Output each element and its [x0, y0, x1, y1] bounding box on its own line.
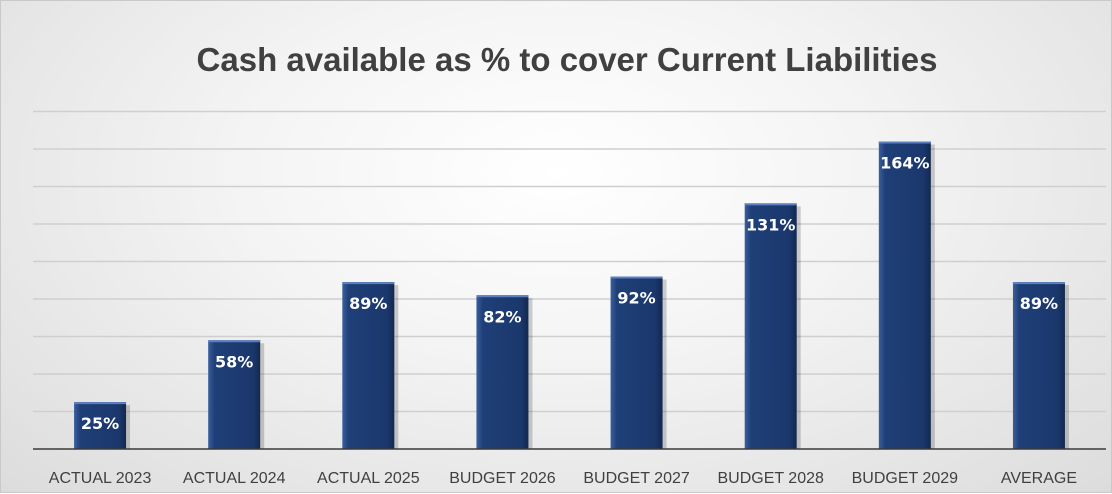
category-labels: ACTUAL 2023 ACTUAL 2024 ACTUAL 2025 BUDGET … — [49, 470, 1077, 487]
category-label: BUDGET 2026 — [449, 470, 556, 487]
bar — [342, 282, 395, 449]
bar — [610, 276, 663, 449]
bar — [1012, 282, 1065, 449]
data-label: 25% — [81, 414, 119, 433]
bar — [878, 141, 931, 449]
category-label: ACTUAL 2024 — [183, 470, 286, 487]
category-label: AVERAGE — [1001, 470, 1077, 487]
data-labels: 25% 58% 89% 82% 92% 131% 164% 89% — [81, 154, 1058, 434]
category-label: ACTUAL 2023 — [49, 470, 152, 487]
gridlines — [33, 110, 1106, 413]
data-label: 92% — [617, 289, 655, 308]
bar-top-highlight — [476, 295, 529, 298]
data-label: 131% — [746, 215, 795, 234]
bars — [74, 141, 1069, 449]
category-label: ACTUAL 2025 — [317, 470, 420, 487]
bar — [208, 340, 261, 449]
data-label: 164% — [880, 154, 929, 173]
data-label: 89% — [1020, 294, 1058, 313]
data-label: 82% — [483, 307, 521, 326]
bar-top-highlight — [342, 282, 395, 285]
data-label: 89% — [349, 294, 387, 313]
bar-top-highlight — [744, 203, 797, 206]
category-label: BUDGET 2027 — [583, 470, 690, 487]
category-label: BUDGET 2028 — [717, 470, 824, 487]
data-label: 58% — [215, 352, 253, 371]
bar-top-highlight — [1012, 282, 1065, 285]
bar-top-highlight — [74, 402, 127, 405]
bar — [74, 402, 127, 449]
bar-top-highlight — [610, 276, 663, 279]
chart-title: Cash available as % to cover Current Lia… — [197, 41, 938, 78]
bar — [476, 295, 529, 449]
bar-top-highlight — [878, 141, 931, 144]
bar-top-highlight — [208, 340, 261, 343]
bar — [744, 203, 797, 449]
category-label: BUDGET 2029 — [852, 470, 959, 487]
